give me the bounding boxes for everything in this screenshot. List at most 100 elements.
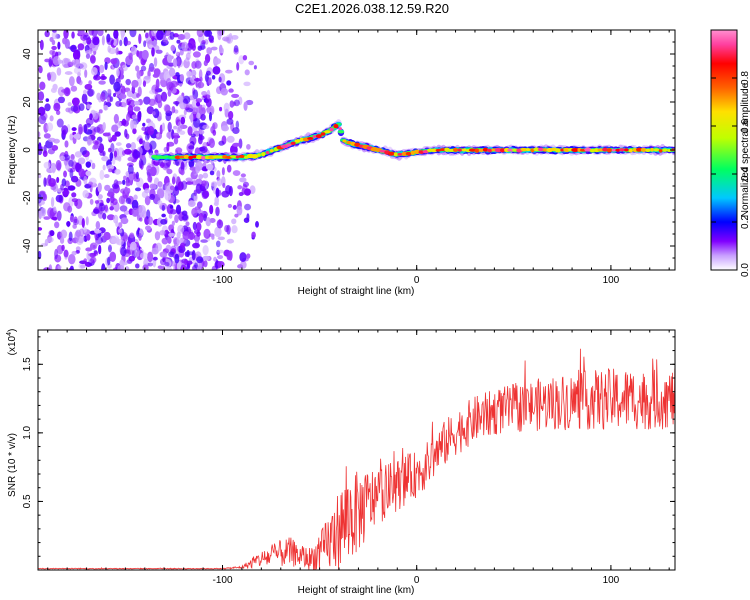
noise-speckle [80,264,86,269]
noise-speckle [127,156,134,162]
noise-speckle [196,30,204,38]
noise-speckle [68,159,74,167]
noise-speckle [48,58,53,68]
noise-speckle [88,30,95,36]
noise-speckle [68,46,77,50]
noise-speckle [246,144,251,150]
colorbar-tick-label: 0.2 [740,215,750,229]
noise-speckle [78,103,85,112]
signal-core-cell [615,148,621,152]
noise-speckle [242,181,249,188]
noise-speckle [191,207,198,217]
noise-speckle [51,163,56,174]
noise-speckle [38,114,47,125]
noise-speckle [47,207,54,218]
noise-speckle [198,212,204,224]
noise-speckle [214,226,222,238]
noise-speckle [225,69,233,74]
noise-speckle [159,190,165,199]
signal-core-cell [261,152,266,157]
noise-speckle [213,256,217,262]
noise-speckle [99,64,105,74]
signal-core-cell [494,147,502,153]
noise-speckle [121,98,128,108]
noise-speckle [218,219,222,226]
noise-speckle [198,135,205,141]
noise-speckle [131,79,139,88]
signal-core-cell [542,148,549,152]
noise-speckle [120,217,129,225]
noise-speckle [138,233,142,241]
noise-speckle [134,247,140,258]
noise-speckle [185,107,194,113]
noise-speckle [93,143,99,150]
noise-speckle [152,256,158,261]
noise-speckle [173,101,180,105]
noise-speckle [221,125,229,132]
noise-speckle [136,93,140,99]
noise-speckle [172,58,178,68]
noise-speckle [199,129,205,135]
noise-speckle [180,169,185,176]
noise-speckle [149,140,157,150]
noise-speckle [138,158,143,169]
noise-speckle [61,57,70,69]
noise-speckle [206,89,211,100]
noise-speckle [43,216,51,220]
noise-speckle [151,30,157,37]
noise-speckle [231,93,240,98]
noise-speckle [141,49,149,60]
signal-core-cell [290,141,296,145]
noise-speckle [107,88,112,94]
noise-speckle [112,198,118,206]
noise-speckle [170,44,176,52]
noise-speckle [117,264,125,270]
noise-speckle [211,74,216,80]
snr-xlabel: Height of straight line (km) [298,585,415,596]
noise-speckle [63,249,69,258]
noise-speckle [195,222,202,232]
noise-speckle [232,127,240,134]
signal-core-cell [628,148,633,153]
signal-core-cell [486,148,493,153]
noise-speckle [246,253,251,259]
noise-speckle [175,204,182,215]
noise-speckle [174,185,179,192]
noise-speckle [215,206,220,217]
noise-speckle [120,30,124,41]
noise-speckle [63,170,67,178]
signal-core-cell [571,147,580,152]
signal-core-cell [333,124,339,129]
noise-speckle [136,70,141,79]
signal-core-cell [251,154,259,159]
noise-speckle [77,43,85,51]
noise-speckle [38,227,43,231]
noise-speckle [114,168,121,175]
noise-speckle [86,37,92,45]
signal-core-cell [324,130,331,134]
signal-core-cell [468,148,477,152]
x-tick-label: 0 [414,275,420,286]
signal-core-cell [238,154,246,158]
x-tick-label: -100 [212,275,232,286]
noise-speckle [180,161,185,172]
noise-speckle [206,47,212,55]
noise-speckle [222,182,226,189]
noise-speckle [149,193,156,201]
noise-speckle [161,204,166,212]
noise-speckle [127,105,134,115]
noise-speckle [59,155,66,161]
noise-speckle [210,46,218,51]
noise-speckle [226,224,231,235]
noise-speckle [154,86,159,95]
noise-speckle [125,143,132,149]
y-tick-label: 1.0 [22,425,33,439]
noise-speckle [102,121,106,131]
noise-speckle [90,55,96,64]
noise-speckle [203,260,208,268]
noise-speckle [69,265,74,270]
signal-core-cell [430,148,438,153]
signal-core-cell [320,132,326,136]
noise-speckle [148,98,156,107]
noise-speckle [157,100,163,109]
